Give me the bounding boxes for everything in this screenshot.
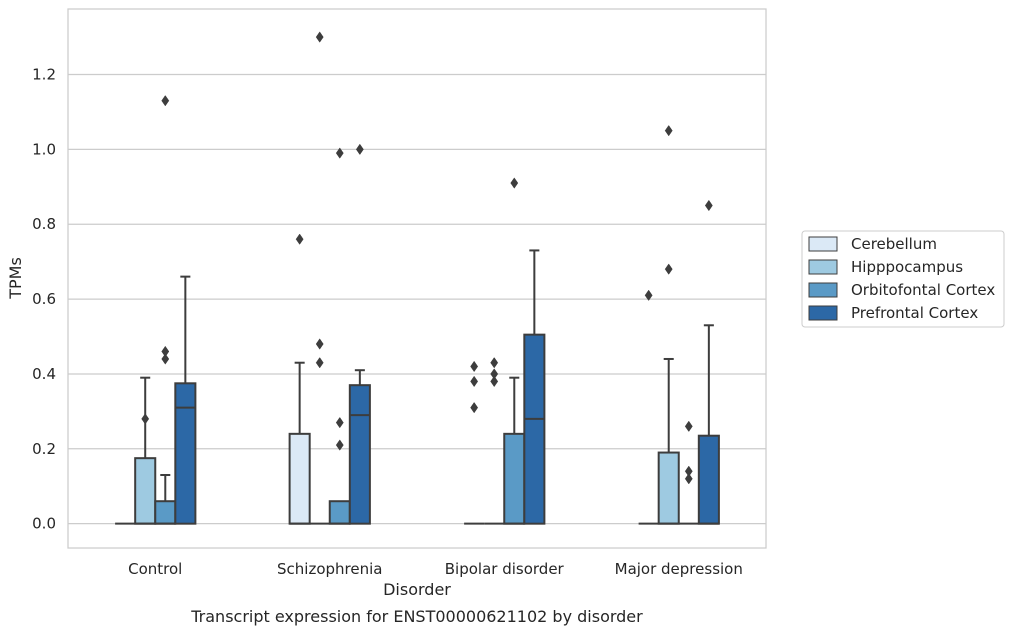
box-body — [523, 333, 546, 525]
box — [678, 420, 699, 525]
outlier-point — [684, 420, 693, 432]
legend-label: Orbitofontal Cortex — [851, 281, 995, 299]
box — [657, 125, 680, 525]
x-axis-label: Disorder — [383, 580, 451, 599]
legend-label: Prefrontal Cortex — [851, 304, 978, 322]
outlier-point — [664, 125, 673, 137]
x-tick-label: Major depression — [615, 560, 743, 578]
y-axis-ticks: 0.0 0.2 0.4 0.6 0.8 1.0 1.2 — [32, 66, 56, 533]
box — [464, 360, 485, 525]
box-groups — [115, 31, 720, 525]
box — [697, 199, 720, 525]
outlier-point — [161, 345, 170, 358]
category-group — [464, 177, 546, 525]
y-tick-label: 0.2 — [32, 440, 56, 458]
box-body — [697, 434, 720, 525]
outlier-point — [684, 465, 693, 477]
box — [328, 147, 351, 525]
outlier-point — [490, 368, 499, 380]
y-tick-label: 1.2 — [32, 66, 56, 84]
outlier-point — [664, 263, 673, 275]
outlier-point — [490, 357, 499, 369]
legend-swatch — [808, 305, 838, 321]
box-body — [328, 500, 351, 525]
category-group — [115, 95, 197, 525]
outlier-point — [295, 233, 304, 245]
box — [503, 177, 526, 525]
legend-item: Cerebellum — [808, 235, 937, 253]
outlier-point — [510, 177, 519, 189]
y-tick-label: 0.4 — [32, 365, 56, 383]
legend-label: Hipppocampus — [851, 258, 963, 276]
box-body — [154, 500, 177, 525]
legend-item: Orbitofontal Cortex — [808, 281, 995, 299]
box — [523, 249, 546, 525]
y-tick-label: 0.6 — [32, 290, 56, 308]
x-axis-ticks: Control Schizophrenia Bipolar disorder Majo… — [128, 560, 743, 578]
outlier-point — [470, 401, 479, 414]
y-axis-label: TPMs — [6, 257, 25, 300]
box — [348, 143, 371, 525]
legend-swatch — [808, 259, 838, 275]
outlier-point — [355, 143, 364, 156]
outlier-point — [315, 338, 324, 350]
outlier-point — [141, 413, 150, 425]
box — [174, 275, 197, 525]
x-tick-label: Control — [128, 560, 182, 578]
y-tick-label: 0.8 — [32, 215, 56, 233]
y-tick-label: 1.0 — [32, 140, 56, 158]
box-body — [174, 382, 197, 525]
outlier-point — [470, 360, 479, 373]
outlier-point — [684, 473, 693, 485]
outlier-point — [470, 375, 479, 388]
box-body — [503, 432, 526, 525]
box — [638, 289, 659, 525]
box — [154, 95, 177, 525]
box — [484, 357, 505, 525]
legend-label: Cerebellum — [851, 235, 937, 253]
category-group — [288, 31, 371, 525]
legend: Cerebellum Hipppocampus Orbitofontal Corte… — [801, 230, 1005, 328]
outlier-point — [335, 439, 344, 451]
outlier-point — [335, 147, 344, 159]
legend-item: Prefrontal Cortex — [808, 304, 978, 322]
outlier-point — [644, 289, 653, 301]
box-body — [657, 451, 680, 525]
y-tick-label: 0.0 — [32, 515, 56, 533]
legend-frame — [801, 230, 1005, 328]
outlier-point — [315, 31, 324, 43]
box-body — [288, 432, 311, 525]
legend-item: Hipppocampus — [808, 258, 963, 276]
x-tick-label: Bipolar disorder — [445, 560, 565, 578]
plot-frame — [67, 8, 767, 549]
category-group — [638, 125, 720, 525]
box-body — [348, 384, 371, 525]
outlier-point — [161, 353, 170, 365]
chart-caption: Transcript expression for ENST0000062110… — [190, 607, 643, 626]
box-body — [134, 457, 157, 525]
outlier-point — [335, 416, 344, 429]
outlier-point — [161, 95, 170, 107]
box — [309, 31, 330, 525]
x-tick-label: Schizophrenia — [277, 560, 382, 578]
legend-swatch — [808, 282, 838, 298]
outlier-point — [704, 199, 713, 212]
legend-items: Cerebellum Hipppocampus Orbitofontal Corte… — [808, 235, 995, 322]
outlier-point — [315, 357, 324, 369]
box — [288, 233, 311, 525]
outlier-point — [490, 375, 499, 388]
box — [134, 376, 157, 525]
legend-swatch — [808, 236, 838, 252]
